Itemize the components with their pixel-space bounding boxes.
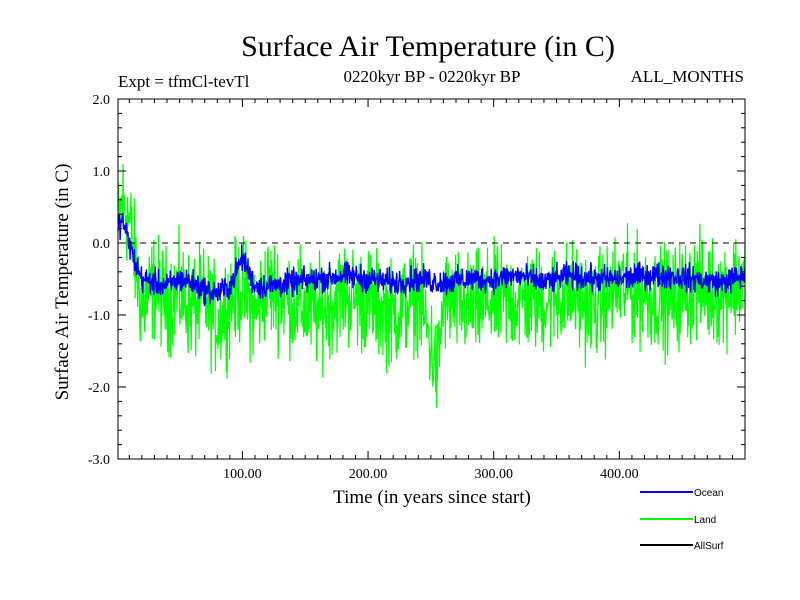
chart-title: Surface Air Temperature (in C) [241,30,615,63]
series-line-ocean [117,212,746,307]
y-axis-title: Surface Air Temperature (in C) [52,164,73,401]
y-tick-label: -3.0 [88,453,110,468]
y-tick-label: 1.0 [93,165,111,180]
legend-label-allsurf: AllSurf [694,541,724,552]
series-line-land [117,164,746,408]
legend: Ocean Land AllSurf [640,488,724,552]
plot-frame [117,98,746,460]
months-label: ALL_MONTHS [631,67,744,86]
y-tick-label: 0.0 [93,237,111,252]
axis-ticks: 100.00 200.00 300.00 400.00 2.0 1.0 0.0 -1.0 -2.… [88,93,745,482]
y-tick-label: -2.0 [88,381,110,396]
y-tick-label: 2.0 [93,93,111,108]
x-axis-title: Time (in years since start) [333,487,531,508]
plot-data-area [117,164,746,408]
x-tick-label: 200.00 [349,467,388,482]
expt-label: Expt = tfmCl-tevTl [118,72,250,91]
x-tick-label: 400.00 [600,467,639,482]
y-tick-label: -1.0 [88,309,110,324]
period-label: 0220kyr BP - 0220kyr BP [344,67,521,86]
legend-label-ocean: Ocean [694,488,723,499]
legend-label-land: Land [694,515,716,526]
x-tick-label: 100.00 [223,467,262,482]
x-tick-label: 300.00 [474,467,513,482]
